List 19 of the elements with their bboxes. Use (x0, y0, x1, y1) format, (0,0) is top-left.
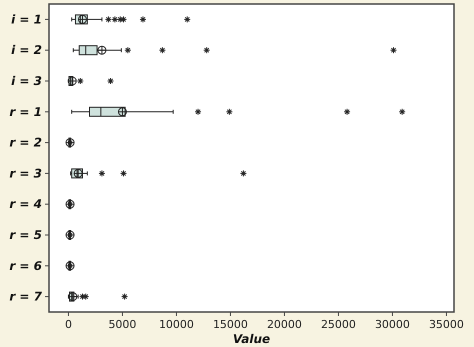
x-tick-label: 0 (64, 318, 72, 331)
y-tick-label: i = 2 (11, 43, 42, 58)
x-axis-title: Value (232, 332, 270, 346)
y-tick-label: i = 3 (11, 74, 42, 88)
y-tick-label: r = 4 (9, 197, 42, 212)
y-tick-label: i = 1 (11, 12, 42, 26)
x-tick-label: 10000 (158, 318, 194, 331)
y-tick-label: r = 2 (9, 136, 42, 150)
x-tick-label: 25000 (320, 318, 356, 331)
y-tick-label: r = 7 (9, 290, 43, 304)
x-tick-label: 35000 (428, 318, 464, 331)
y-tick-label: r = 5 (9, 228, 42, 242)
x-tick-label: 5000 (108, 318, 136, 331)
y-tick-label: r = 6 (9, 258, 42, 273)
x-tick-label: 15000 (212, 318, 248, 331)
y-tick-label: r = 1 (9, 104, 42, 119)
x-tick-label: 30000 (374, 318, 410, 331)
y-tick-label: r = 3 (9, 166, 42, 180)
x-tick-label: 20000 (266, 318, 302, 331)
